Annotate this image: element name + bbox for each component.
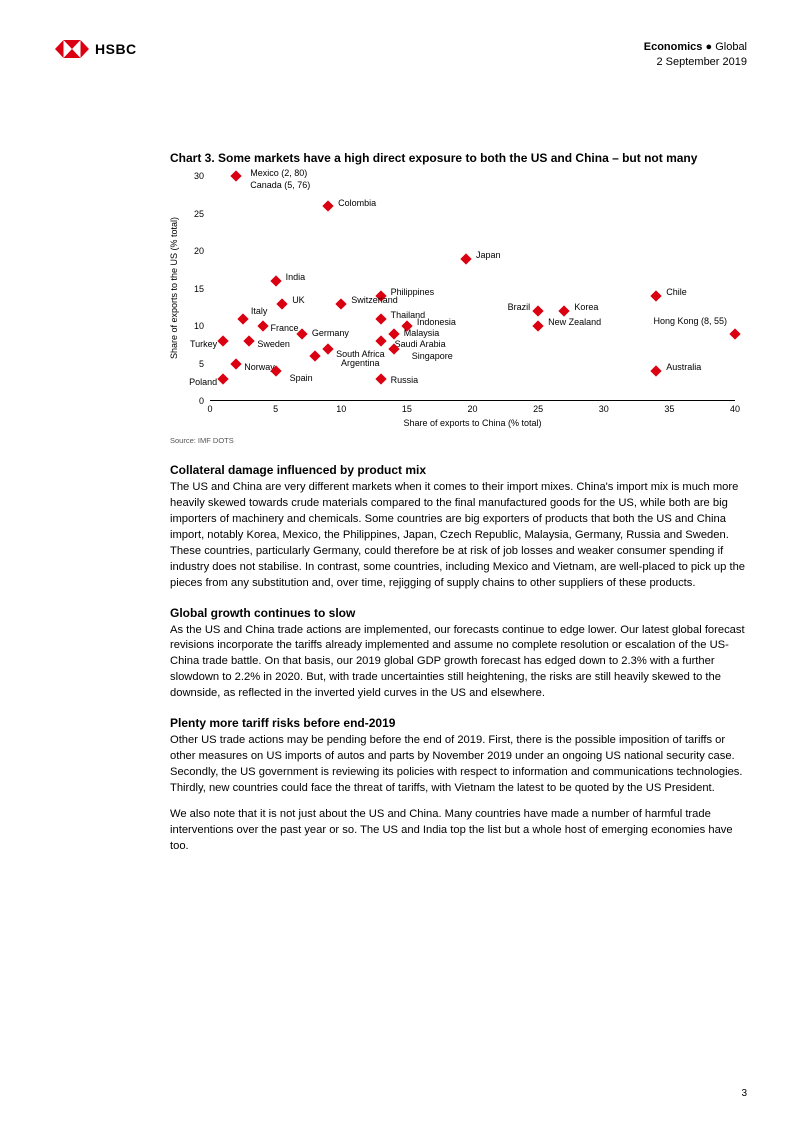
hsbc-hex-icon <box>55 40 89 58</box>
x-tick: 40 <box>730 404 740 414</box>
data-label: New Zealand <box>548 318 601 328</box>
data-label: Singapore <box>412 352 453 362</box>
x-tick: 25 <box>533 404 543 414</box>
data-point <box>377 375 385 383</box>
data-label: Canada (5, 76) <box>250 181 310 191</box>
data-point <box>219 337 227 345</box>
data-point <box>219 375 227 383</box>
data-point <box>232 360 240 368</box>
data-label: Colombia <box>338 199 376 209</box>
data-label: Saudi Arabia <box>395 340 446 350</box>
data-point <box>377 315 385 323</box>
chart-source: Source: IMF DOTS <box>170 436 745 445</box>
data-label: UK <box>292 296 305 306</box>
data-label: Mexico (2, 80) <box>250 169 307 179</box>
data-label: India <box>286 273 306 283</box>
y-tick: 0 <box>182 396 204 406</box>
data-label: Switzerland <box>351 296 398 306</box>
paragraph: The US and China are very different mark… <box>170 480 745 591</box>
section-heading: Global growth continues to slow <box>170 606 745 620</box>
data-label: Indonesia <box>417 318 456 328</box>
header-series-bold: Economics <box>644 41 703 53</box>
data-label: Poland <box>189 378 217 388</box>
x-tick: 0 <box>207 404 212 414</box>
data-point <box>462 255 470 263</box>
data-label: France <box>271 324 299 334</box>
data-point <box>534 307 542 315</box>
y-tick: 30 <box>182 171 204 181</box>
data-point <box>652 367 660 375</box>
bullet-icon: ● <box>705 41 712 53</box>
data-point <box>390 345 398 353</box>
y-axis-label: Share of exports to the US (% total) <box>169 217 179 359</box>
data-label: Brazil <box>508 303 531 313</box>
plot-area: Share of exports to the US (% total) Sha… <box>210 176 735 401</box>
scatter-chart: Share of exports to the US (% total) Sha… <box>170 172 745 432</box>
data-point <box>272 367 280 375</box>
data-point <box>534 322 542 330</box>
data-label: Italy <box>251 307 268 317</box>
x-tick: 20 <box>467 404 477 414</box>
data-point <box>731 330 739 338</box>
data-point <box>324 202 332 210</box>
data-point <box>337 300 345 308</box>
data-point <box>652 292 660 300</box>
header-meta: Economics ● Global 2 September 2019 <box>644 40 747 70</box>
page-number: 3 <box>741 1088 747 1099</box>
y-tick: 10 <box>182 321 204 331</box>
data-label: Turkey <box>190 340 217 350</box>
data-label: Chile <box>666 288 687 298</box>
header-date: 2 September 2019 <box>644 55 747 70</box>
data-point <box>278 300 286 308</box>
data-point <box>390 330 398 338</box>
data-point <box>245 337 253 345</box>
page: HSBC Economics ● Global 2 September 2019… <box>0 0 802 1133</box>
data-label: Korea <box>574 303 598 313</box>
y-tick: 25 <box>182 209 204 219</box>
data-point <box>232 172 240 180</box>
x-tick: 30 <box>599 404 609 414</box>
x-tick: 5 <box>273 404 278 414</box>
data-label: Hong Kong (8, 55) <box>653 317 727 327</box>
x-tick: 10 <box>336 404 346 414</box>
data-label: Malaysia <box>404 329 440 339</box>
data-label: Germany <box>312 329 349 339</box>
y-tick: 15 <box>182 284 204 294</box>
data-point <box>311 352 319 360</box>
data-point <box>272 277 280 285</box>
data-point <box>377 337 385 345</box>
y-tick: 5 <box>182 359 204 369</box>
header-series: Economics ● Global <box>644 40 747 55</box>
chart-title: Chart 3. Some markets have a high direct… <box>170 150 745 166</box>
data-point <box>324 345 332 353</box>
data-label: Russia <box>391 376 419 386</box>
section-heading: Collateral damage influenced by product … <box>170 463 745 477</box>
data-label: Sweden <box>257 340 290 350</box>
header-region: Global <box>715 41 747 53</box>
content-column: Chart 3. Some markets have a high direct… <box>170 150 745 864</box>
section-heading: Plenty more tariff risks before end-2019 <box>170 716 745 730</box>
body-sections: Collateral damage influenced by product … <box>170 463 745 854</box>
y-tick: 20 <box>182 246 204 256</box>
paragraph: We also note that it is not just about t… <box>170 807 745 855</box>
data-label: Japan <box>476 251 501 261</box>
data-point <box>239 315 247 323</box>
data-label: Spain <box>290 374 313 384</box>
paragraph: Other US trade actions may be pending be… <box>170 733 745 797</box>
data-point <box>560 307 568 315</box>
data-label: Australia <box>666 363 701 373</box>
paragraph: As the US and China trade actions are im… <box>170 623 745 703</box>
data-point <box>298 330 306 338</box>
data-label: Argentina <box>341 359 380 369</box>
brand-text: HSBC <box>95 41 137 57</box>
x-tick: 35 <box>664 404 674 414</box>
page-header: HSBC Economics ● Global 2 September 2019 <box>55 40 747 80</box>
x-axis-label: Share of exports to China (% total) <box>403 418 541 428</box>
data-point <box>259 322 267 330</box>
x-tick: 15 <box>402 404 412 414</box>
